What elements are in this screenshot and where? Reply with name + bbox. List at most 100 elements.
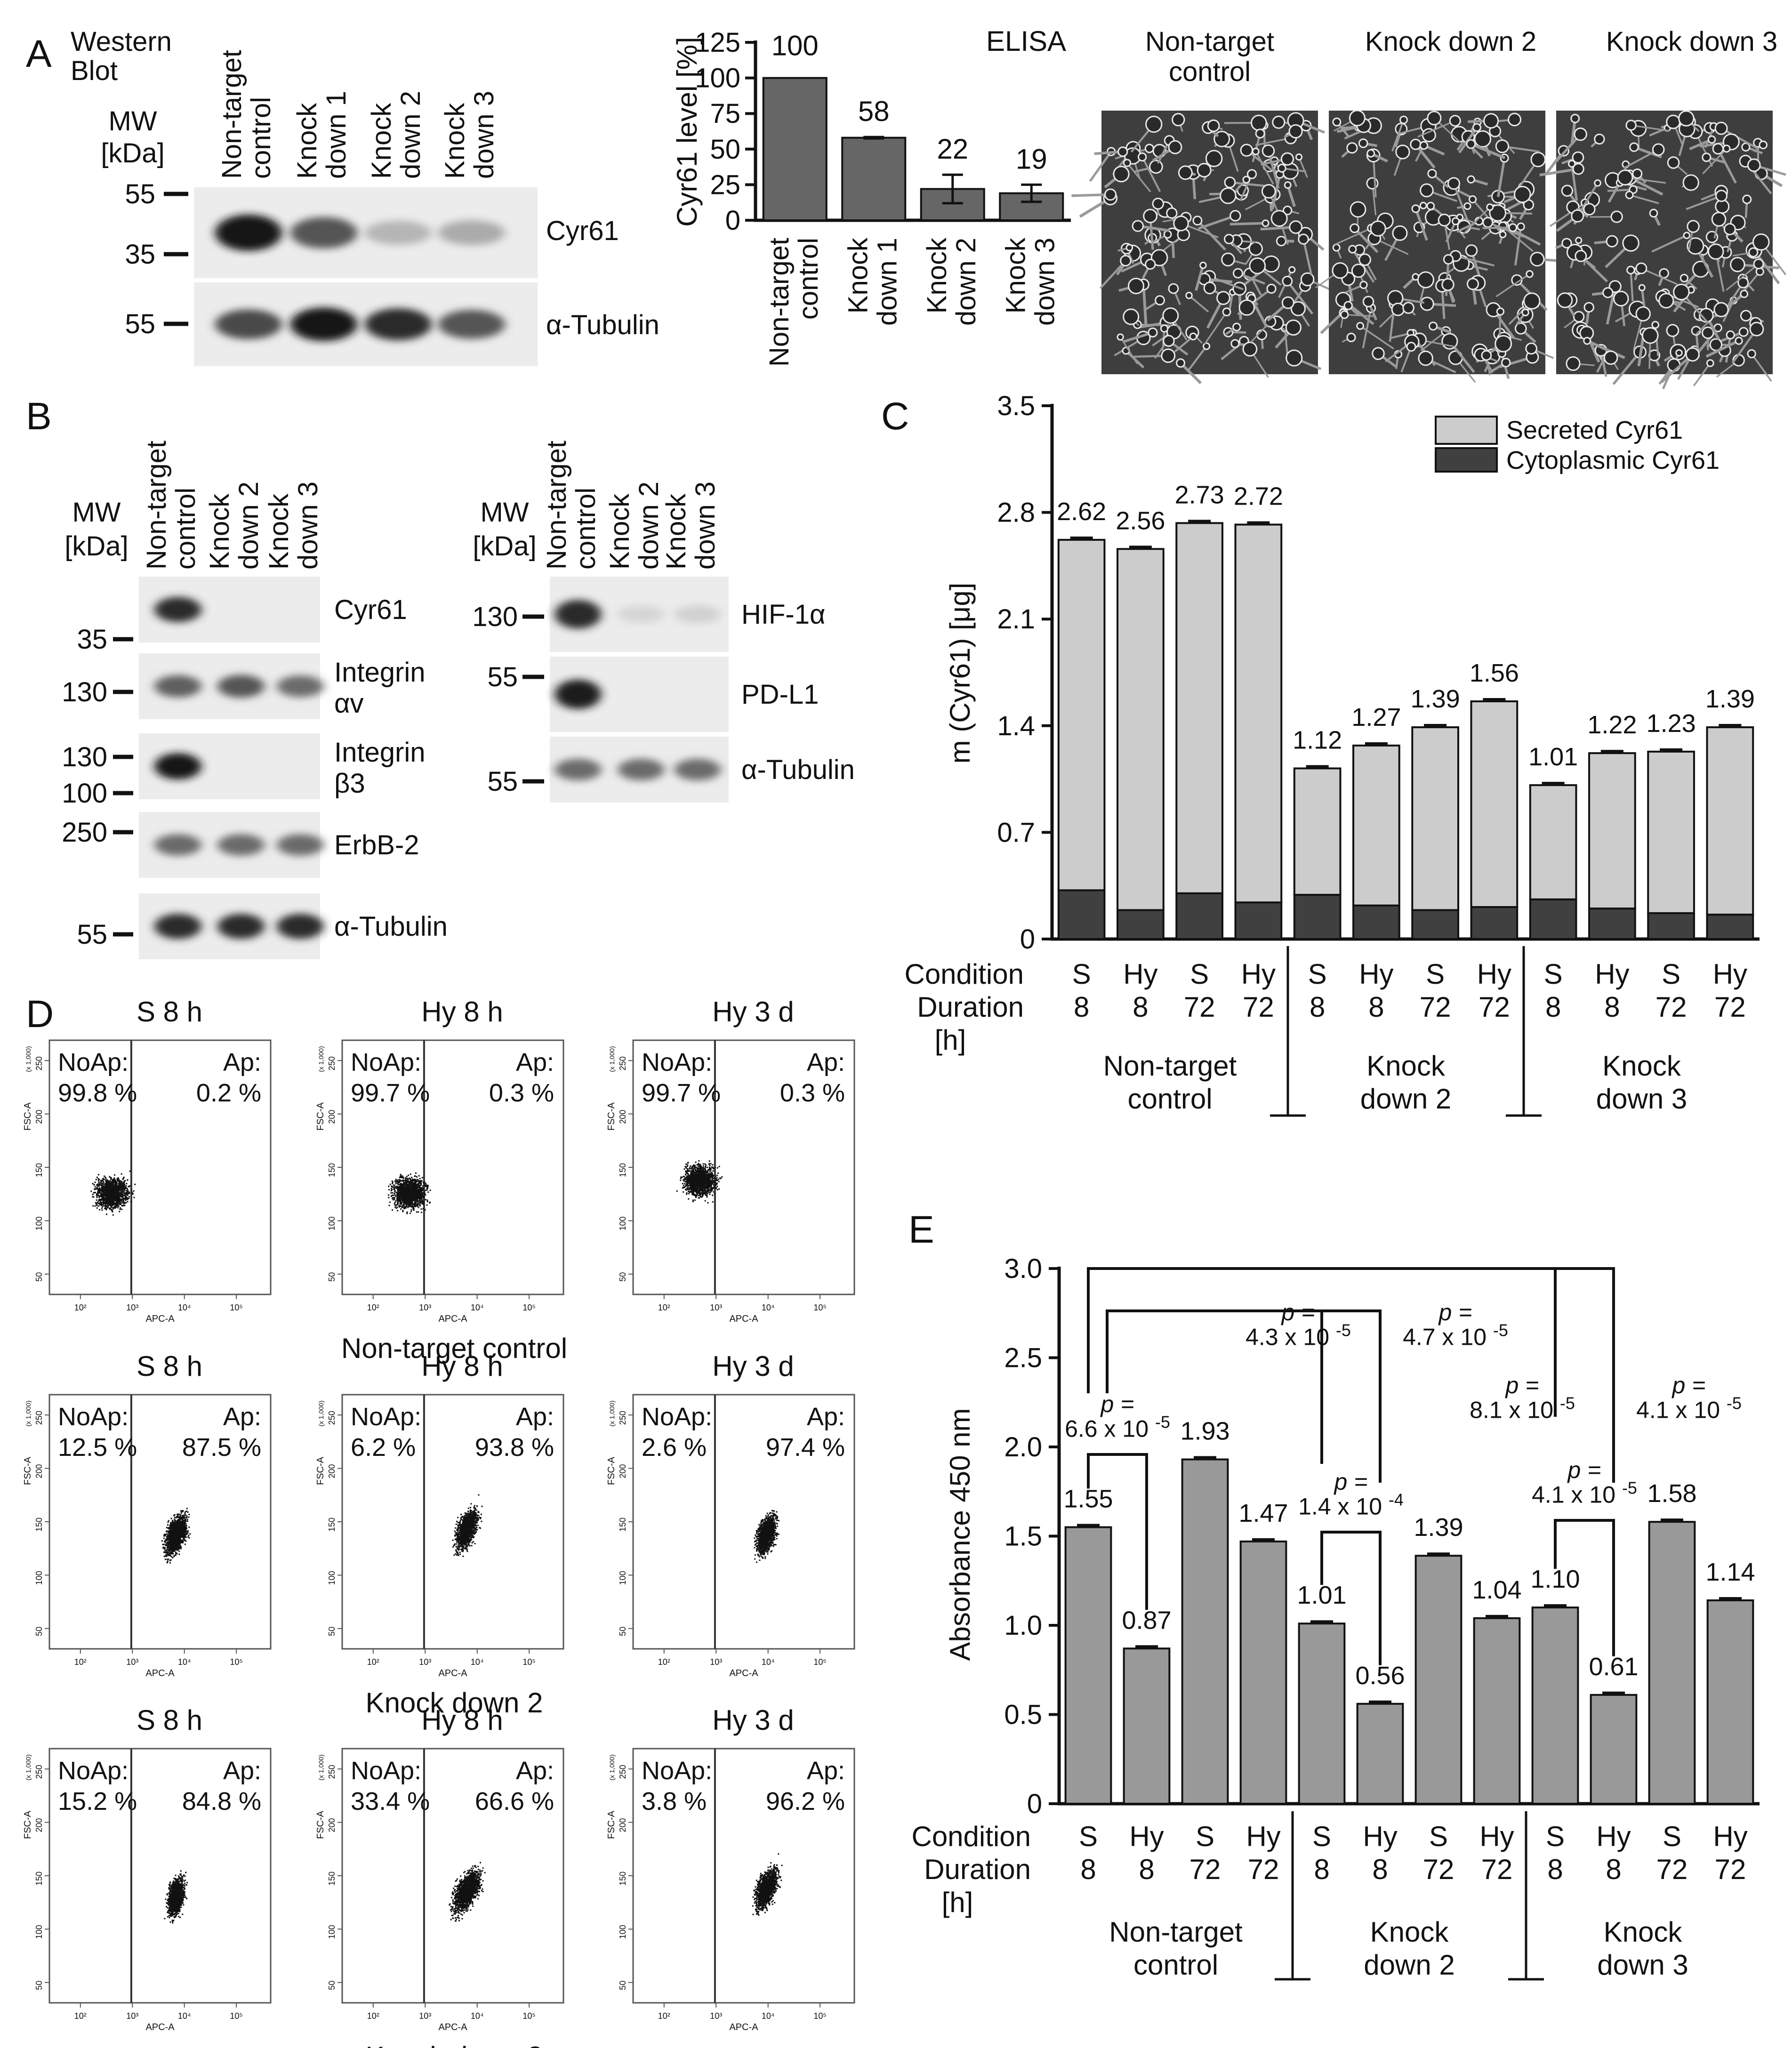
cell-body: [1629, 142, 1639, 152]
c-row-label-duration: Duration: [917, 991, 1024, 1023]
blot-b-right-1: [550, 577, 729, 652]
cell-process: [1298, 156, 1308, 178]
cell-body: [1530, 152, 1546, 168]
flow-y-tick-label: 250: [34, 1411, 44, 1425]
cell-body: [1350, 223, 1360, 233]
flow-ap-value-1-2: 0.3 %: [489, 1079, 554, 1107]
cell-body: [1300, 272, 1315, 287]
flow-scatter-points: [161, 1508, 191, 1564]
cell-body: [1220, 187, 1237, 204]
e-bar-10: [1590, 1694, 1638, 1805]
c-data-label-1: 2.62: [1057, 498, 1106, 526]
cell-process: [1391, 119, 1405, 152]
c-duration-8: 72: [1479, 991, 1510, 1023]
e-bar-8: [1473, 1617, 1521, 1805]
flow-x-axis-label: APC-A: [438, 1314, 467, 1324]
c-data-label-12: 1.39: [1705, 685, 1755, 713]
flow-y-tick-label: 50: [618, 1981, 627, 1990]
e-condition-3: S: [1196, 1821, 1214, 1852]
cell-body: [1166, 207, 1178, 219]
flow-noap-value-1-1: 99.8 %: [58, 1079, 137, 1107]
flow-x-tick-label: 10⁴: [762, 2011, 775, 2021]
c-bar-cytoplasmic-5: [1293, 894, 1342, 940]
flow-y-tick-label: 150: [618, 1163, 627, 1177]
cell-body: [1359, 281, 1368, 289]
cell-body: [1558, 145, 1570, 157]
cell-process: [1122, 331, 1153, 344]
flow-y-tick-label: 150: [618, 1871, 627, 1886]
cell-body: [1567, 160, 1576, 168]
cell-body: [1283, 205, 1293, 216]
cell-body: [1426, 201, 1435, 210]
cell-body: [1207, 119, 1220, 132]
e-sig-p-1: p = 6.6 x 10 -5: [1065, 1391, 1170, 1442]
cell-body: [1120, 255, 1132, 267]
b-left-marker-3-1: 130: [62, 742, 107, 772]
e-duration-5: 8: [1314, 1854, 1329, 1885]
cell-body: [1625, 191, 1634, 200]
flow-noap-label-1-1: NoAp:: [58, 1048, 129, 1076]
elisa-x-label-1-line1: Non-target: [764, 238, 795, 367]
cell-body: [1137, 152, 1147, 162]
e-duration-11: 72: [1656, 1854, 1688, 1885]
western-blot-title-2: Blot: [71, 56, 118, 86]
cell-body: [1712, 143, 1724, 155]
c-bar-secreted-6: [1352, 744, 1400, 907]
cell-body: [1348, 245, 1357, 254]
flow-y-axis-label: FSC-A: [23, 1456, 33, 1485]
b-right-marker-3: 55: [487, 766, 518, 797]
c-condition-3: S: [1190, 958, 1209, 990]
micrograph-2: [1315, 110, 1568, 383]
lane-label-a-1-line1: Non-target: [217, 50, 247, 179]
flow-x-tick-label: 10³: [126, 2011, 138, 2021]
cell-body: [1395, 145, 1410, 160]
band-lane-3: [276, 914, 324, 939]
cell-body: [1346, 332, 1356, 342]
cell-body: [1284, 181, 1292, 189]
flow-x-tick-label: 10⁵: [813, 1657, 826, 1667]
cell-body: [1205, 150, 1223, 167]
cell-body: [1343, 301, 1353, 310]
cell-body: [1641, 327, 1659, 344]
cell-body: [1411, 204, 1420, 213]
cell-body: [1289, 220, 1303, 234]
flow-y-tick-label: 200: [34, 1818, 44, 1832]
c-data-label-3: 2.73: [1175, 481, 1224, 509]
cell-body: [1740, 289, 1749, 298]
cell-body: [1145, 115, 1163, 133]
panel-letter-e: E: [908, 1208, 934, 1251]
e-condition-8: Hy: [1479, 1821, 1514, 1852]
cell-body: [1583, 337, 1591, 345]
flow-y-tick-label: 50: [327, 1627, 337, 1636]
flow-scatter-points: [388, 1172, 431, 1214]
cell-body: [1417, 271, 1434, 289]
c-bar-secreted-8: [1470, 700, 1519, 908]
c-group-1-line2: control: [1127, 1083, 1212, 1115]
cell-process: [1455, 255, 1495, 267]
flow-ap-label-1-1: Ap:: [223, 1048, 261, 1076]
cell-body: [1148, 327, 1158, 338]
cell-body: [1349, 110, 1366, 127]
cell-body: [1255, 129, 1265, 139]
flow-ap-value-3-2: 66.6 %: [475, 1787, 554, 1815]
cell-body: [1358, 253, 1371, 266]
cell-body: [1678, 110, 1695, 127]
cell-body: [1366, 177, 1379, 190]
cell-body: [1683, 232, 1691, 239]
c-condition-1: S: [1072, 958, 1091, 990]
flow-y-axis-label: FSC-A: [606, 1810, 617, 1839]
flow-row-label-3: Knock down 3: [366, 2041, 543, 2048]
micrograph-title-1-line2: control: [1169, 56, 1251, 87]
cell-body: [1242, 341, 1258, 357]
cell-process: [1198, 214, 1236, 230]
flow-noap-value-2-1: 12.5 %: [58, 1433, 137, 1462]
cell-body: [1372, 347, 1385, 360]
e-condition-2: Hy: [1129, 1821, 1164, 1852]
cell-body: [1281, 296, 1294, 309]
cell-body: [1145, 258, 1156, 270]
e-y-tick-label-5: 2.0: [1004, 1432, 1042, 1462]
flow-x-tick-label: 10⁵: [230, 1303, 242, 1312]
flow-x-tick-label: 10³: [126, 1657, 138, 1667]
cell-process: [1204, 311, 1228, 345]
